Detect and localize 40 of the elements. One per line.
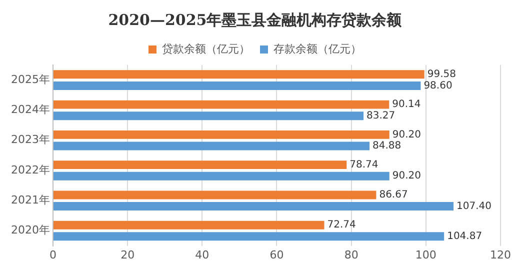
y-tick-label: 2022年	[10, 163, 50, 176]
data-label: 78.74	[350, 159, 378, 170]
bar	[53, 190, 376, 200]
bar	[53, 172, 390, 180]
bar	[53, 142, 370, 150]
x-tick-label: 0	[49, 248, 56, 262]
data-label: 90.20	[392, 170, 422, 182]
bar	[53, 70, 424, 79]
bar	[53, 81, 421, 90]
x-tick-label: 40	[195, 248, 210, 262]
data-label: 99.58	[427, 69, 456, 80]
legend-label: 贷款余额（亿元）	[162, 42, 250, 56]
bar	[53, 130, 390, 139]
data-label: 83.27	[366, 110, 396, 122]
y-tick-label: 2024年	[10, 103, 50, 116]
y-tick-label: 2021年	[10, 193, 50, 206]
data-label: 72.74	[327, 220, 356, 231]
x-tick-label: 60	[270, 248, 284, 262]
x-tick-label: 20	[120, 248, 135, 262]
x-tick-label: 100	[415, 248, 436, 262]
bar	[53, 160, 347, 170]
data-label: 90.14	[392, 99, 421, 110]
bar	[53, 112, 364, 120]
y-tick-label: 2025年	[10, 72, 50, 86]
legend-label: 存款余额（亿元）	[274, 42, 362, 56]
data-label: 98.60	[424, 80, 452, 92]
bar	[53, 100, 390, 109]
chart-title: 2020—2025年墨玉县金融机构存贷款余额	[108, 10, 403, 29]
bar	[53, 232, 444, 241]
data-label: 84.88	[372, 140, 402, 152]
data-label: 107.40	[456, 200, 492, 212]
data-label: 86.67	[379, 190, 408, 201]
x-tick-label: 80	[344, 248, 358, 262]
y-tick-label: 2023年	[10, 133, 50, 146]
bar	[53, 220, 324, 230]
data-label: 90.20	[392, 129, 422, 140]
bar	[53, 202, 454, 210]
data-label: 104.87	[447, 230, 482, 242]
x-tick-label: 120	[490, 248, 511, 262]
y-tick-label: 2020年	[10, 224, 50, 237]
